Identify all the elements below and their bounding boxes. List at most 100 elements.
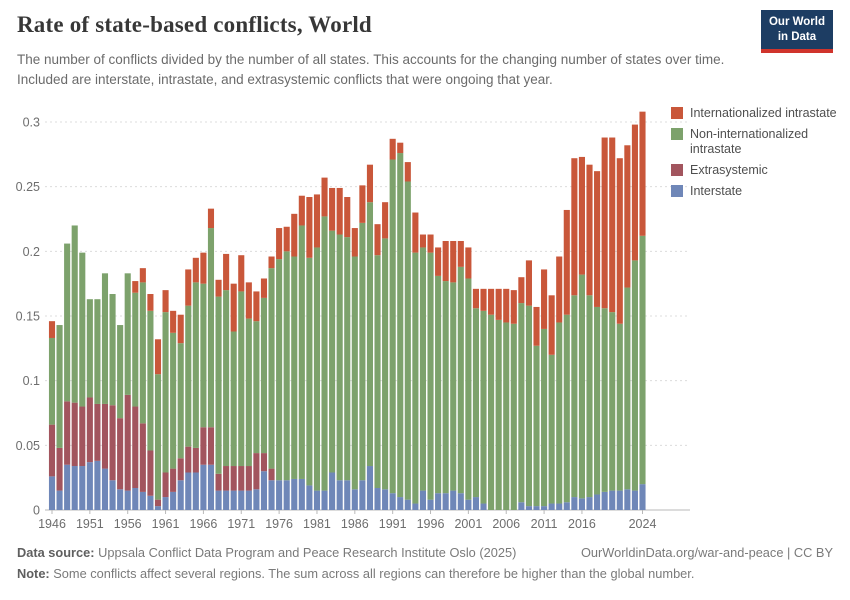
bar-1998[interactable]	[442, 240, 449, 510]
bar-1980[interactable]	[306, 197, 313, 510]
bar-2005[interactable]	[495, 288, 502, 510]
bar-2021[interactable]	[616, 158, 623, 510]
bar-1970[interactable]	[230, 283, 237, 510]
bar-segment	[192, 447, 199, 473]
bar-2003[interactable]	[480, 288, 487, 510]
bar-1964[interactable]	[185, 269, 192, 510]
bar-2015[interactable]	[571, 158, 578, 510]
bar-segment	[200, 252, 207, 284]
bar-2020[interactable]	[609, 137, 616, 510]
bar-2018[interactable]	[594, 171, 601, 510]
bar-1993[interactable]	[404, 162, 411, 510]
bar-2007[interactable]	[510, 290, 517, 510]
bar-1971[interactable]	[238, 255, 245, 510]
bar-1950[interactable]	[79, 252, 86, 510]
bar-1997[interactable]	[435, 247, 442, 510]
bar-1985[interactable]	[344, 197, 351, 510]
bar-1987[interactable]	[359, 185, 366, 510]
bar-1966[interactable]	[200, 252, 207, 510]
bar-2010[interactable]	[533, 306, 540, 510]
bar-2019[interactable]	[601, 137, 608, 510]
bar-2016[interactable]	[578, 156, 585, 510]
legend-item[interactable]: Extrasystemic	[671, 163, 846, 178]
bar-1974[interactable]	[260, 278, 268, 510]
legend-item[interactable]: Interstate	[671, 184, 846, 199]
bar-1962[interactable]	[170, 310, 177, 510]
bar-1965[interactable]	[192, 257, 199, 510]
bar-2014[interactable]	[563, 209, 570, 510]
bar-1969[interactable]	[223, 253, 230, 510]
bar-1990[interactable]	[382, 202, 389, 510]
legend-item[interactable]: Non-internationalized intrastate	[671, 127, 846, 157]
bar-1983[interactable]	[329, 187, 336, 510]
bar-2024[interactable]	[639, 111, 646, 510]
bar-1999[interactable]	[450, 240, 457, 510]
bar-1954[interactable]	[109, 294, 116, 510]
bar-1984[interactable]	[336, 187, 343, 510]
owid-link[interactable]: OurWorldinData.org/war-and-peace | CC BY	[580, 545, 833, 560]
bar-2023[interactable]	[631, 124, 638, 510]
bar-1946[interactable]	[48, 321, 56, 510]
owid-logo[interactable]: Our World in Data	[760, 10, 833, 53]
bar-1953[interactable]	[101, 273, 109, 510]
bar-1976[interactable]	[276, 228, 283, 510]
bar-1956[interactable]	[124, 273, 131, 510]
bar-1995[interactable]	[419, 234, 427, 510]
bar-segment	[86, 462, 93, 510]
bar-1957[interactable]	[132, 281, 139, 510]
bar-2011[interactable]	[541, 269, 548, 510]
bar-1947[interactable]	[56, 325, 63, 510]
bar-1991[interactable]	[389, 138, 396, 510]
bar-1951[interactable]	[86, 299, 93, 510]
bar-segment	[230, 331, 237, 467]
bar-1992[interactable]	[397, 142, 404, 510]
bar-2004[interactable]	[488, 288, 495, 510]
bar-1982[interactable]	[321, 177, 328, 510]
bar-1959[interactable]	[147, 294, 154, 510]
bar-1977[interactable]	[283, 226, 290, 510]
bar-1958[interactable]	[139, 268, 146, 510]
legend-item[interactable]: Internationalized intrastate	[671, 106, 846, 121]
bar-2002[interactable]	[472, 288, 479, 510]
bar-1978[interactable]	[291, 213, 298, 510]
bar-segment	[571, 158, 578, 296]
bar-2017[interactable]	[586, 164, 593, 510]
bar-segment	[238, 490, 245, 510]
bar-1972[interactable]	[245, 282, 252, 510]
bar-segment	[525, 305, 532, 507]
bar-1986[interactable]	[351, 228, 358, 510]
bar-1967[interactable]	[207, 208, 215, 510]
bar-2001[interactable]	[465, 247, 472, 510]
bar-1955[interactable]	[117, 325, 124, 510]
bar-1963[interactable]	[177, 314, 184, 510]
bar-1960[interactable]	[154, 339, 162, 510]
bar-2009[interactable]	[525, 260, 532, 510]
bar-2012[interactable]	[548, 295, 555, 510]
bar-2006[interactable]	[503, 288, 510, 510]
bar-1973[interactable]	[253, 291, 260, 510]
bar-1988[interactable]	[366, 164, 374, 510]
bar-2008[interactable]	[518, 277, 525, 510]
bar-1952[interactable]	[94, 299, 101, 510]
bar-segment	[533, 306, 540, 346]
bar-1979[interactable]	[298, 195, 305, 510]
bar-1961[interactable]	[162, 290, 169, 510]
bar-segment	[48, 476, 56, 510]
bar-2022[interactable]	[624, 145, 631, 510]
bar-1949[interactable]	[71, 225, 78, 510]
bar-segment	[124, 273, 131, 395]
bar-segment	[253, 489, 260, 510]
bar-segment	[404, 162, 411, 182]
bar-1996[interactable]	[427, 234, 434, 510]
bar-segment	[594, 306, 601, 495]
bar-1948[interactable]	[64, 243, 71, 510]
bar-1981[interactable]	[313, 194, 321, 510]
bar-1968[interactable]	[215, 279, 222, 510]
bar-2000[interactable]	[457, 240, 464, 510]
bar-segment	[260, 453, 268, 472]
bar-1989[interactable]	[374, 224, 381, 510]
bar-segment	[427, 234, 434, 253]
bar-1994[interactable]	[412, 212, 419, 510]
bar-1975[interactable]	[268, 256, 275, 510]
bar-2013[interactable]	[556, 256, 563, 510]
